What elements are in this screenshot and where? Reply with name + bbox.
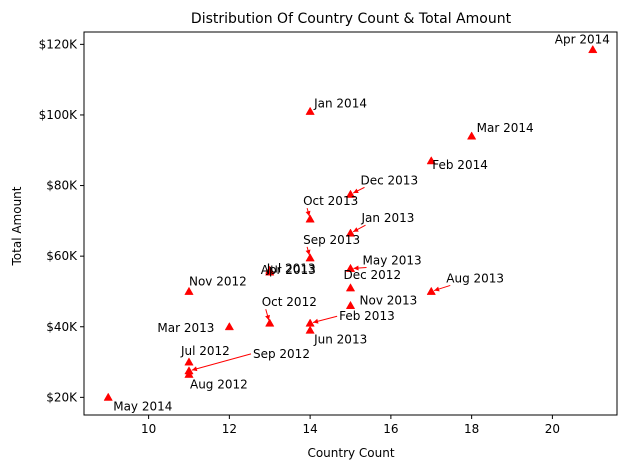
plot-border <box>83 31 618 416</box>
data-point-marker <box>184 286 194 295</box>
data-point-marker <box>184 357 194 366</box>
data-point-marker <box>345 300 356 309</box>
data-point-marker <box>265 318 275 327</box>
point-annotation: Jul 2012 <box>180 344 230 358</box>
annotation-arrowhead <box>313 318 319 324</box>
annotation-arrowhead <box>305 210 311 217</box>
point-annotation: May 2014 <box>113 399 172 413</box>
point-annotation: Oct 2013 <box>303 194 358 208</box>
data-point-marker <box>224 322 234 331</box>
point-annotation: Dec 2013 <box>361 173 419 187</box>
y-tick-label: $120K <box>39 37 79 51</box>
x-tick-label: 20 <box>545 422 560 436</box>
y-tick-label: $20K <box>46 390 78 404</box>
data-point-marker <box>426 156 436 165</box>
point-annotation: Aug 2013 <box>446 271 504 285</box>
point-annotation: Apr 2013 <box>261 263 316 277</box>
y-tick-label: $60K <box>46 249 78 263</box>
point-annotation: Sep 2012 <box>253 347 310 361</box>
point-annotation: Apr 2014 <box>555 33 610 47</box>
x-tick-label: 12 <box>222 422 237 436</box>
point-annotation: Dec 2012 <box>344 268 402 282</box>
point-annotation: Mar 2013 <box>157 321 214 335</box>
annotation-arrowhead <box>265 314 270 321</box>
point-annotation: Oct 2012 <box>262 295 317 309</box>
data-point-marker <box>345 263 356 272</box>
data-point-marker <box>305 214 315 223</box>
point-annotation: Nov 2013 <box>360 294 418 308</box>
data-point-marker <box>265 265 275 274</box>
data-points <box>103 44 598 401</box>
point-annotations: Apr 2014 Jan 2014 Mar 2014 Feb 2014 Dec 2013… <box>113 33 610 414</box>
annotation-arrowhead <box>353 265 359 271</box>
point-annotation: Nov 2012 <box>189 274 247 288</box>
point-annotation: Mar 2014 <box>477 121 534 135</box>
x-tick-label: 10 <box>141 422 156 436</box>
y-tick-label: $100K <box>39 108 79 122</box>
data-point-marker <box>305 106 315 115</box>
annotation-arrows <box>191 186 451 372</box>
point-annotation: Jan 2014 <box>313 96 367 110</box>
y-axis-label: Total Amount <box>10 186 24 266</box>
point-annotation: Sep 2013 <box>303 233 360 247</box>
point-annotation: Jul 2013 <box>266 261 316 275</box>
annotation-arrowhead <box>305 249 311 256</box>
x-tick-label: 14 <box>302 422 317 436</box>
annotation-arrowhead <box>353 188 359 194</box>
data-point-marker <box>426 286 436 295</box>
x-axis: 10 12 14 16 18 20 <box>141 415 560 436</box>
point-annotation: Feb 2014 <box>432 158 488 172</box>
data-point-marker <box>305 253 315 262</box>
data-point-marker <box>345 189 356 198</box>
data-point-marker <box>103 392 113 401</box>
annotation-arrow <box>191 353 252 371</box>
data-point-marker <box>305 325 315 334</box>
y-tick-label: $40K <box>46 320 78 334</box>
data-point-marker <box>588 44 598 54</box>
data-point-marker <box>345 228 356 237</box>
point-annotation: Aug 2012 <box>190 377 248 391</box>
chart-title: Distribution Of Country Count & Total Am… <box>191 11 512 27</box>
x-axis-label: Country Count <box>307 446 394 460</box>
point-annotation: Feb 2013 <box>339 309 395 323</box>
annotation-arrowhead <box>191 366 198 372</box>
point-annotation: Jan 2013 <box>361 211 415 225</box>
point-annotation: Jun 2013 <box>313 332 367 346</box>
plot-frame <box>83 31 618 416</box>
annotation-arrowhead <box>434 286 440 292</box>
data-point-marker <box>184 369 194 378</box>
y-axis: $20K $40K $60K $80K $100K $120K <box>39 37 84 404</box>
data-point-marker <box>305 318 315 327</box>
data-point-marker <box>467 131 477 140</box>
y-tick-label: $80K <box>46 179 78 193</box>
annotation-arrowhead <box>353 227 359 232</box>
data-point-marker <box>345 283 356 292</box>
x-tick-label: 16 <box>383 422 398 436</box>
point-annotation: May 2013 <box>363 254 422 268</box>
x-tick-label: 18 <box>464 422 479 436</box>
